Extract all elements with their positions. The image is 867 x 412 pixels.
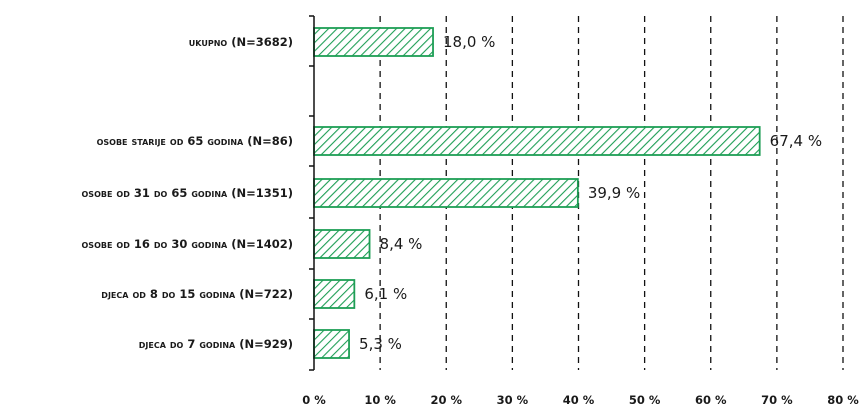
bar	[313, 126, 761, 156]
bar-value-label: 8,4 %	[380, 235, 423, 253]
category-label: osobe od 31 do 65 godina (N=1351)	[82, 186, 294, 200]
x-tick-label: 50 %	[629, 393, 661, 407]
x-tick-label: 10 %	[364, 393, 396, 407]
bar	[313, 279, 356, 309]
category-label: osobe od 16 do 30 godina (N=1402)	[82, 237, 294, 251]
bar-value-label: 5,3 %	[359, 335, 402, 353]
x-tick-label: 40 %	[563, 393, 595, 407]
axis-layer	[309, 15, 315, 371]
label-layer: 18,0 % 67,4 % 39,9 % 8,4 % 6,1 % 5,3 % ukupno …	[82, 33, 860, 407]
category-label: osobe starije od 65 godina (N=86)	[97, 134, 293, 148]
bar	[313, 329, 350, 359]
x-tick-label: 70 %	[761, 393, 793, 407]
bar-layer	[313, 27, 761, 359]
category-label: djeca od 8 do 15 godina (N=722)	[101, 287, 293, 301]
category-label: ukupno (N=3682)	[189, 35, 293, 49]
x-tick-label: 30 %	[497, 393, 529, 407]
bar	[313, 229, 371, 259]
bar-value-label: 39,9 %	[588, 184, 640, 202]
bar-value-label: 6,1 %	[364, 285, 407, 303]
bar-value-label: 18,0 %	[443, 33, 495, 51]
x-tick-label: 60 %	[695, 393, 727, 407]
category-label: djeca do 7 godina (N=929)	[139, 337, 293, 351]
bar	[313, 178, 579, 208]
x-tick-label: 80 %	[827, 393, 859, 407]
bar	[313, 27, 434, 57]
x-tick-label: 0 %	[302, 393, 326, 407]
bar-value-label: 67,4 %	[770, 132, 822, 150]
x-tick-label: 20 %	[430, 393, 462, 407]
